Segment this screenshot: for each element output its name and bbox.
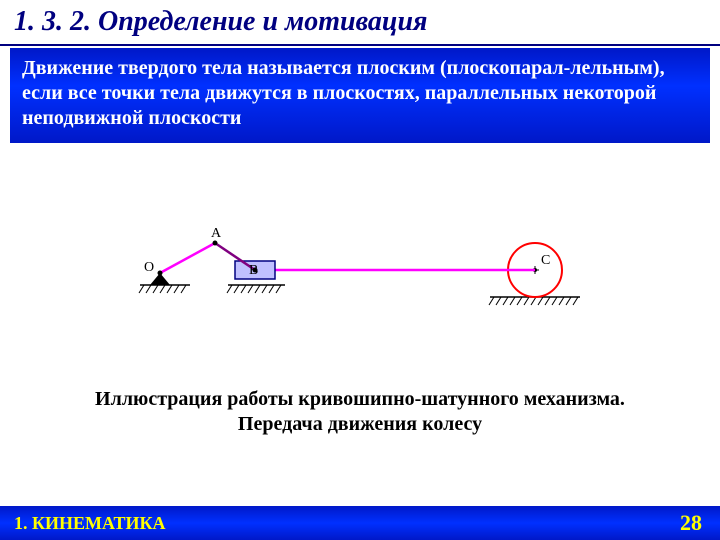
definition-box: Движение твердого тела называется плоски… [10, 48, 710, 143]
caption-line-1: Иллюстрация работы кривошипно-шатунного … [95, 388, 625, 410]
caption-line-2: Передача движения колесу [238, 413, 482, 435]
svg-text:C: C [541, 253, 550, 268]
page-title: 1. 3. 2. Определение и мотивация [14, 6, 706, 38]
footer-section-label: 1. КИНЕМАТИКА [14, 513, 166, 534]
title-bar: 1. 3. 2. Определение и мотивация [0, 0, 720, 46]
svg-text:B: B [249, 263, 258, 278]
page-number: 28 [680, 510, 702, 536]
svg-text:O: O [144, 260, 154, 275]
definition-text: Движение твердого тела называется плоски… [22, 56, 698, 131]
diagram-area: O A B C [0, 143, 720, 383]
footer-bar: 1. КИНЕМАТИКА 28 [0, 506, 720, 540]
mechanism-diagram: O A B C [120, 213, 600, 333]
diagram-caption: Иллюстрация работы кривошипно-шатунного … [0, 387, 720, 437]
svg-text:A: A [211, 226, 222, 241]
